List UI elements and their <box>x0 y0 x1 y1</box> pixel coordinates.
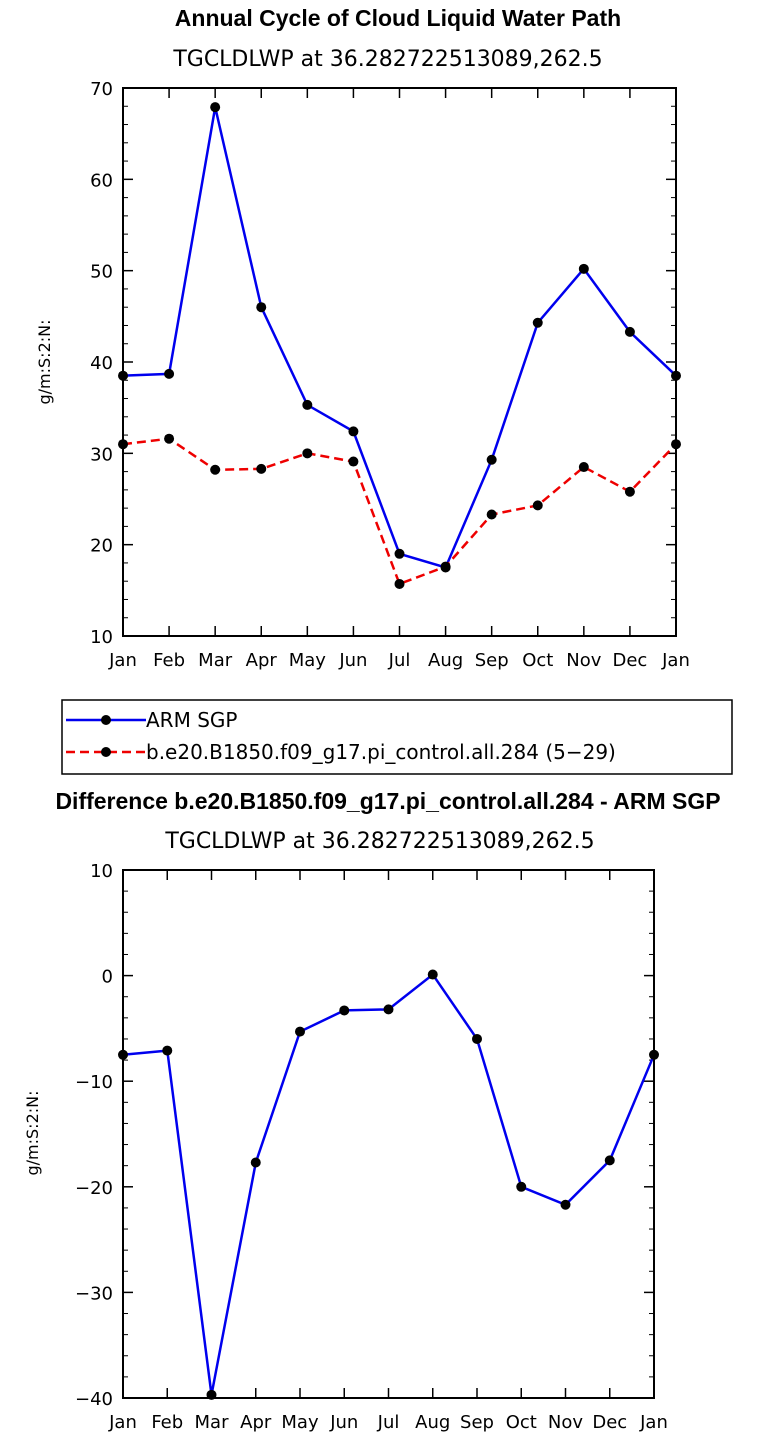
data-point <box>578 462 589 473</box>
data-point <box>472 1033 482 1044</box>
x-tick-label: Aug <box>428 650 463 671</box>
legend-label-model: b.e20.B1850.f09_g17.pi_control.all.284 (… <box>146 740 616 764</box>
x-tick-label: Nov <box>548 1412 583 1433</box>
data-point <box>671 370 681 381</box>
y-tick-label: 40 <box>90 353 113 374</box>
x-tick-label: Jun <box>338 650 367 671</box>
x-tick-label: May <box>289 650 327 671</box>
x-tick-label: Aug <box>415 1412 450 1433</box>
series-line <box>122 972 656 1396</box>
data-point <box>649 1049 659 1060</box>
y-tick-label: −30 <box>75 1283 113 1304</box>
series-line <box>122 106 677 570</box>
data-point <box>302 399 313 410</box>
data-point <box>118 439 128 450</box>
x-tick-label: Jan <box>639 1412 668 1433</box>
legend-marker-model <box>101 747 111 757</box>
data-point <box>427 969 438 980</box>
data-point <box>394 578 405 589</box>
chart1-legend: ARM SGP b.e20.B1850.f09_g17.pi_control.a… <box>61 699 733 775</box>
y-tick-label: 50 <box>90 262 113 283</box>
x-tick-label: Jan <box>108 1412 137 1433</box>
y-tick-label: −40 <box>75 1389 113 1410</box>
data-point <box>624 486 635 497</box>
chart1-title: Annual Cycle of Cloud Liquid Water Path <box>175 5 621 31</box>
x-tick-label: Nov <box>566 650 601 671</box>
y-tick-label: −20 <box>75 1178 113 1199</box>
x-tick-label: Dec <box>612 650 647 671</box>
data-point <box>348 456 359 467</box>
data-point <box>604 1155 615 1166</box>
data-point <box>560 1199 571 1210</box>
series-line <box>122 437 677 586</box>
data-point <box>383 1004 394 1015</box>
data-point <box>295 1026 305 1037</box>
data-point <box>440 561 451 572</box>
x-tick-label: Apr <box>240 1412 272 1433</box>
x-tick-label: Sep <box>475 650 509 671</box>
y-tick-label: 30 <box>90 444 113 465</box>
data-point <box>206 1389 217 1400</box>
y-tick-label: 20 <box>90 536 113 557</box>
x-tick-label: Mar <box>195 1412 230 1433</box>
y-tick-label: 60 <box>90 170 113 191</box>
legend-marker-arm-sgp <box>101 715 111 725</box>
x-tick-label: Jan <box>661 650 690 671</box>
chart2-subtitle: TGCLDLWP at 36.282722513089,262.5 <box>164 829 594 854</box>
y-tick-label: 70 <box>90 79 113 100</box>
data-point <box>210 464 221 475</box>
x-tick-label: Dec <box>592 1412 627 1433</box>
data-point <box>162 1045 173 1056</box>
chart2-ylabel: g/m:S:2:N: <box>23 1091 42 1176</box>
x-tick-label: Apr <box>246 650 278 671</box>
data-point <box>532 500 543 511</box>
data-point <box>256 463 267 474</box>
x-tick-label: Oct <box>522 650 553 671</box>
chart1-ylabel: g/m:S:2:N: <box>35 320 54 405</box>
chart2-plot-area: −40 −30 −20 −10 0 10 Jan Feb Mar Apr May Jun Jul Aug S… <box>75 861 668 1433</box>
chart2-title: Difference b.e20.B1850.f09_g17.pi_contro… <box>55 788 720 814</box>
x-tick-label: May <box>281 1412 319 1433</box>
legend-frame <box>61 699 733 775</box>
data-point <box>671 439 681 450</box>
x-tick-label: Jul <box>388 650 411 671</box>
legend-label-arm-sgp: ARM SGP <box>146 708 237 732</box>
data-point <box>339 1005 350 1016</box>
data-point <box>348 426 359 437</box>
data-point <box>164 433 175 444</box>
data-point <box>118 370 128 381</box>
data-point <box>256 302 267 313</box>
data-point <box>532 317 543 328</box>
chart1-subtitle: TGCLDLWP at 36.282722513089,262.5 <box>172 47 602 72</box>
data-point <box>164 368 175 379</box>
data-point <box>624 326 635 337</box>
chart1-plot-area: 10 20 30 40 50 60 70 Jan Feb Mar Apr May Jun Jul Aug Se… <box>90 79 690 671</box>
x-tick-label: Oct <box>506 1412 537 1433</box>
data-point <box>250 1157 261 1168</box>
x-tick-label: Jan <box>108 650 137 671</box>
data-point <box>394 548 405 559</box>
data-point <box>210 102 221 113</box>
x-tick-label: Feb <box>151 1412 183 1433</box>
x-tick-label: Sep <box>460 1412 494 1433</box>
y-tick-label: 10 <box>90 627 113 648</box>
data-point <box>302 448 313 459</box>
x-tick-label: Feb <box>153 650 185 671</box>
x-tick-label: Jul <box>377 1412 400 1433</box>
y-tick-label: 0 <box>102 967 113 988</box>
data-point <box>578 263 589 274</box>
x-tick-label: Jun <box>329 1412 358 1433</box>
data-point <box>118 1049 128 1060</box>
data-point <box>486 454 497 465</box>
x-tick-label: Mar <box>198 650 233 671</box>
y-tick-label: 10 <box>90 861 113 882</box>
data-point <box>486 509 497 520</box>
data-point <box>516 1181 527 1192</box>
y-tick-label: −10 <box>75 1072 113 1093</box>
